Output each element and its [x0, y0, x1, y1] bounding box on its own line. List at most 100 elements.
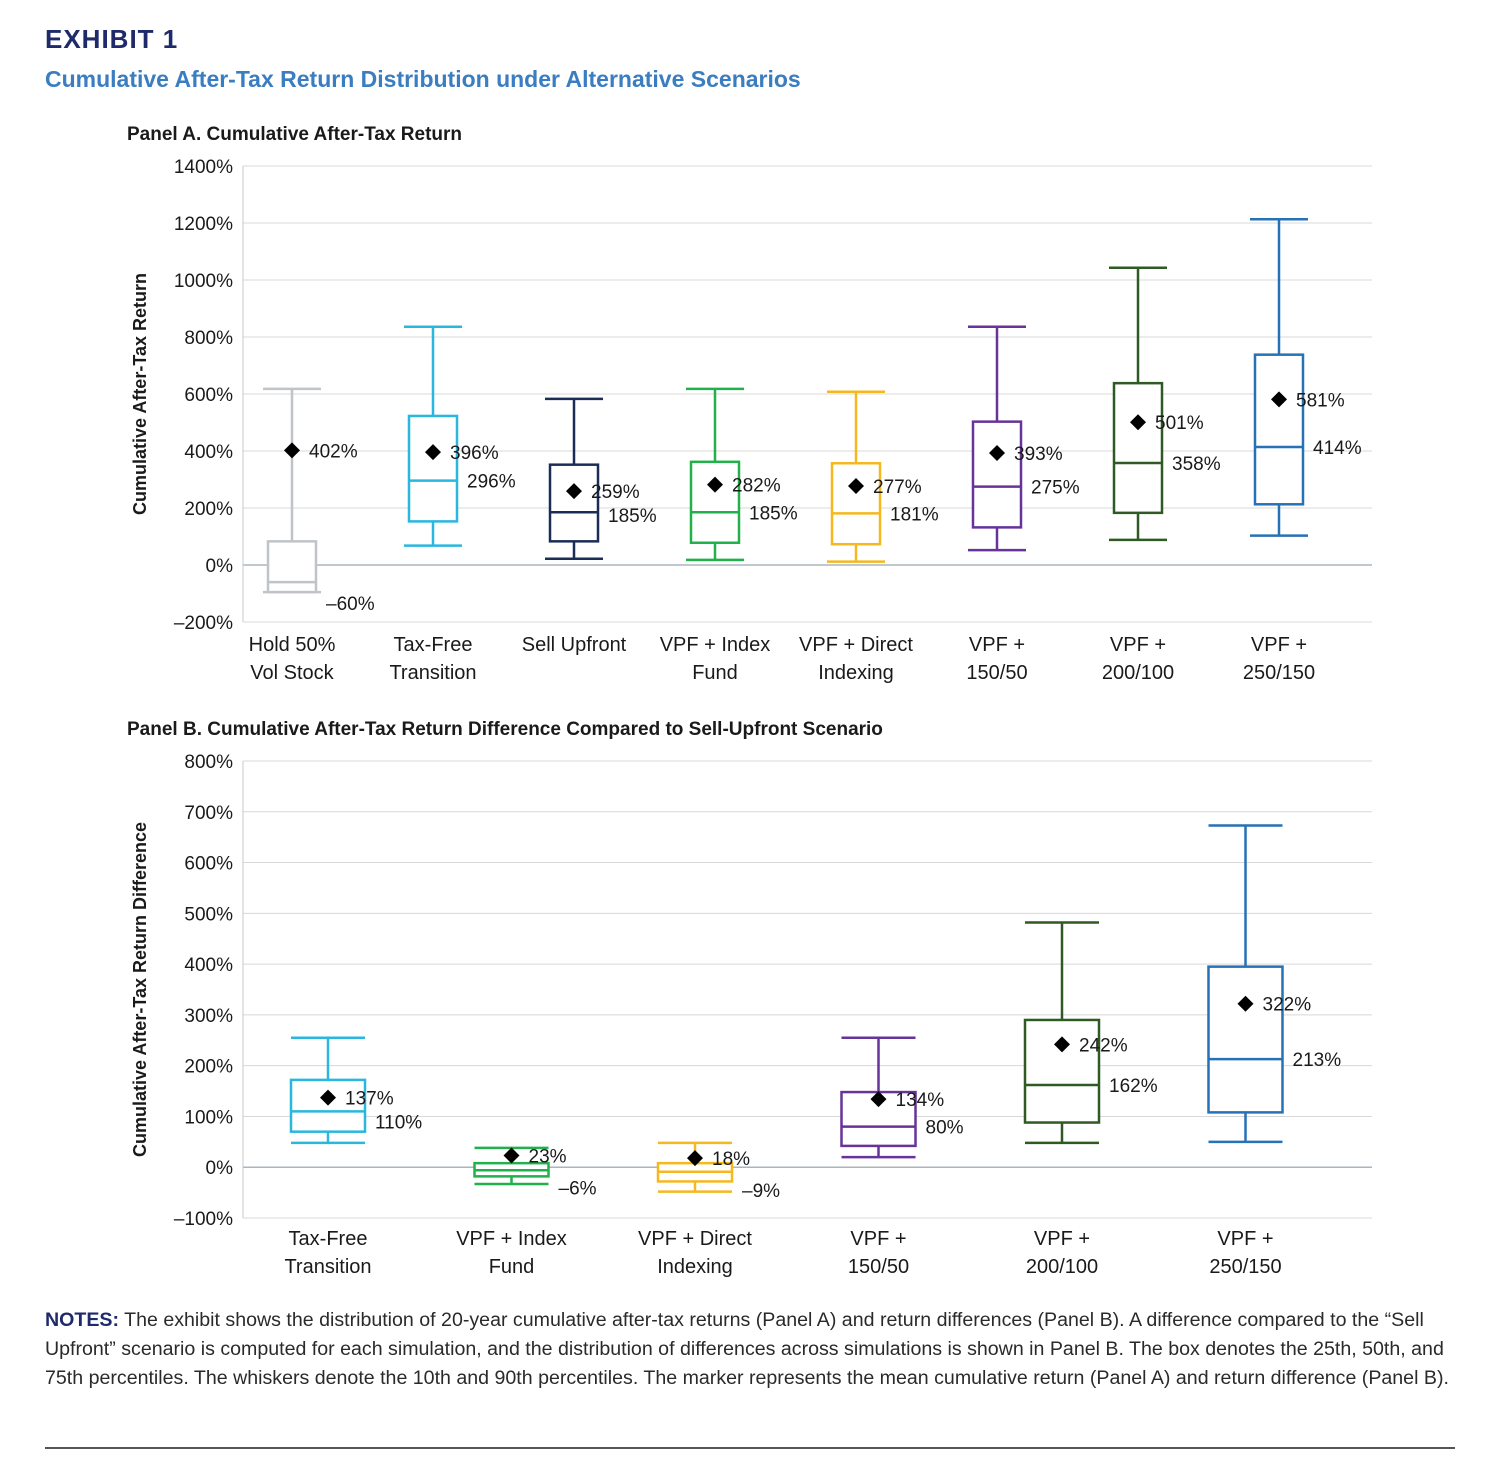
- panel-b-ytick-label: 500%: [184, 904, 233, 925]
- category-label: 200/100: [1026, 1256, 1098, 1278]
- box-iqr: [1112, 381, 1164, 515]
- box-iqr: [289, 1078, 367, 1133]
- exhibit-subtitle: Cumulative After-Tax Return Distribution…: [45, 66, 801, 92]
- category-label: 150/50: [848, 1256, 909, 1278]
- mean-marker: [503, 1147, 520, 1164]
- mean-marker: [284, 442, 300, 459]
- category-label: VPF +: [1217, 1228, 1273, 1250]
- median-label: 275%: [1031, 478, 1080, 499]
- median-label: 296%: [467, 472, 516, 493]
- mean-label: 282%: [732, 476, 781, 497]
- category-label: 250/150: [1209, 1256, 1281, 1278]
- median-label: –9%: [742, 1181, 780, 1202]
- mean-label: 23%: [529, 1147, 567, 1168]
- mean-marker: [848, 478, 864, 495]
- charts-canvas: Panel A. Cumulative After-Tax Return –200…: [127, 124, 1372, 1278]
- mean-label: 259%: [591, 482, 640, 503]
- mean-marker: [1237, 995, 1254, 1012]
- panel-a-ytick-label: 800%: [184, 328, 233, 349]
- mean-marker: [707, 476, 723, 493]
- notes: NOTES: The exhibit shows the distributio…: [45, 1306, 1465, 1393]
- category-label: VPF +: [969, 634, 1025, 656]
- footer-rule: [45, 1447, 1455, 1449]
- panel-a-ytick-label: 600%: [184, 385, 233, 406]
- notes-text: The exhibit shows the distribution of 20…: [45, 1309, 1449, 1389]
- category-label: Hold 50%: [249, 634, 336, 656]
- median-label: 185%: [749, 503, 798, 524]
- median-label: 162%: [1109, 1076, 1158, 1097]
- category-label: Sell Upfront: [522, 634, 627, 656]
- median-label: 80%: [926, 1118, 964, 1139]
- mean-label: 134%: [896, 1090, 945, 1111]
- box-iqr: [548, 463, 600, 543]
- mean-marker: [425, 444, 441, 461]
- mean-label: 242%: [1079, 1035, 1128, 1056]
- mean-marker: [687, 1150, 703, 1167]
- panel-b-ytick-label: 400%: [184, 955, 233, 976]
- median-label: 414%: [1313, 438, 1362, 459]
- category-label: VPF +: [1251, 634, 1307, 656]
- mean-label: 393%: [1014, 444, 1063, 465]
- box-iqr: [971, 420, 1023, 529]
- panel-a-title: Panel A. Cumulative After-Tax Return: [127, 124, 462, 145]
- panel-b-ytick-label: 600%: [184, 854, 233, 875]
- panel-b-ytick-label: 700%: [184, 803, 233, 824]
- panel-a-ytick-label: 1200%: [174, 214, 233, 235]
- category-label: VPF +: [1034, 1228, 1090, 1250]
- mean-marker: [566, 483, 582, 500]
- panel-b-ylabel: Cumulative After-Tax Return Difference: [130, 822, 150, 1157]
- box-iqr: [1253, 353, 1305, 506]
- mean-label: 396%: [450, 443, 499, 464]
- mean-label: 501%: [1155, 413, 1204, 434]
- category-label: Fund: [692, 662, 738, 684]
- mean-marker: [1271, 391, 1287, 408]
- panel-b-ytick-label: 100%: [184, 1107, 233, 1128]
- category-label: Tax-Free: [289, 1228, 368, 1250]
- median-label: 358%: [1172, 454, 1221, 475]
- panel-a-ytick-label: 1400%: [174, 157, 233, 178]
- notes-label: NOTES:: [45, 1309, 120, 1331]
- median-label: 213%: [1293, 1050, 1342, 1071]
- category-label: 250/150: [1243, 662, 1315, 684]
- mean-marker: [1054, 1036, 1070, 1053]
- category-label: Transition: [389, 662, 476, 684]
- mean-label: 137%: [345, 1089, 394, 1110]
- mean-label: 322%: [1263, 995, 1312, 1016]
- panel-a-ylabel: Cumulative After-Tax Return: [130, 273, 150, 515]
- median-label: 185%: [608, 506, 657, 527]
- category-label: VPF + Direct: [799, 634, 913, 656]
- category-label: VPF + Index: [456, 1228, 567, 1250]
- panel-a-ytick-label: 1000%: [174, 271, 233, 292]
- panel-a-ytick-label: –200%: [174, 613, 233, 634]
- median-label: –60%: [326, 594, 375, 615]
- panel-b-ytick-label: 800%: [184, 752, 233, 773]
- mean-label: 581%: [1296, 390, 1345, 411]
- median-label: –6%: [559, 1179, 597, 1200]
- category-label: Transition: [284, 1256, 371, 1278]
- mean-marker: [320, 1089, 336, 1106]
- category-label: VPF + Index: [660, 634, 771, 656]
- panel-b-ytick-label: 0%: [206, 1158, 234, 1179]
- mean-label: 18%: [712, 1149, 750, 1170]
- category-label: 200/100: [1102, 662, 1174, 684]
- category-label: Indexing: [818, 662, 894, 684]
- panel-a-ytick-label: 400%: [184, 442, 233, 463]
- median-label: 181%: [890, 504, 939, 525]
- category-label: VPF + Direct: [638, 1228, 752, 1250]
- median-label: 110%: [375, 1113, 422, 1134]
- category-label: Tax-Free: [394, 634, 473, 656]
- box-iqr: [1207, 965, 1284, 1114]
- box-iqr: [266, 540, 318, 594]
- panel-a-ytick-label: 0%: [206, 556, 234, 577]
- category-label: VPF +: [1110, 634, 1166, 656]
- mean-label: 277%: [873, 477, 922, 498]
- category-label: Vol Stock: [250, 662, 334, 684]
- category-label: 150/50: [966, 662, 1027, 684]
- mean-marker: [989, 444, 1005, 461]
- panel-a-ytick-label: 200%: [184, 499, 233, 520]
- box-iqr: [830, 462, 882, 546]
- category-label: Indexing: [657, 1256, 733, 1278]
- box-iqr: [407, 414, 459, 523]
- panel-b-ytick-label: 200%: [184, 1057, 233, 1078]
- panel-b-ytick-label: –100%: [174, 1209, 233, 1230]
